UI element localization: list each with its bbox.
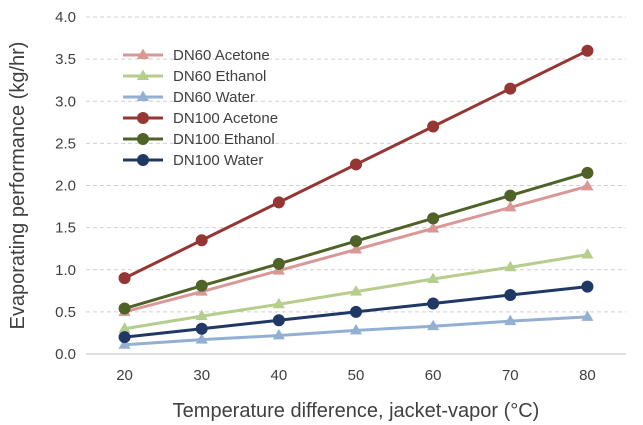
legend-item: DN100 Ethanol (123, 131, 275, 148)
triangle-marker (118, 322, 131, 333)
circle-marker (137, 133, 149, 145)
triangle-marker (136, 69, 150, 80)
circle-marker (350, 235, 362, 248)
x-tick-label: 40 (271, 367, 288, 384)
triangle-marker (581, 310, 594, 321)
y-tick-label: 2.0 (55, 178, 76, 195)
y-tick-label: 3.5 (55, 51, 76, 68)
x-tick-labels: 20 30 40 50 60 70 80 (116, 367, 596, 384)
series-dn100-acetone (118, 44, 594, 285)
x-tick-label: 20 (116, 367, 133, 384)
x-tick-label: 70 (502, 367, 519, 384)
y-tick-label: 3.0 (55, 93, 76, 110)
legend-label: DN100 Acetone (173, 110, 278, 127)
y-axis-title: Evaporating performance (kg/hr) (7, 42, 29, 330)
triangle-marker (136, 90, 150, 101)
circle-marker (195, 279, 208, 292)
y-tick-label: 1.5 (55, 220, 76, 237)
y-tick-label: 4.0 (55, 9, 76, 26)
triangle-marker (427, 319, 440, 331)
triangle-marker (349, 243, 363, 254)
circle-marker (581, 166, 594, 179)
triangle-marker (504, 200, 517, 212)
y-tick-label: 0.0 (55, 346, 76, 363)
legend-item: DN100 Acetone (123, 110, 278, 127)
circle-marker (195, 234, 208, 247)
circle-marker (118, 272, 131, 285)
circle-marker (427, 120, 440, 133)
legend-label: DN100 Ethanol (173, 131, 275, 148)
legend-item: DN60 Ethanol (123, 68, 266, 85)
triangle-marker (581, 179, 594, 191)
x-tick-label: 50 (348, 367, 365, 384)
series-dn60-water (118, 310, 594, 349)
triangle-marker (272, 328, 285, 340)
circle-marker (137, 112, 149, 124)
legend-label: DN60 Ethanol (173, 68, 266, 85)
triangle-marker (272, 297, 285, 309)
series-dn60-ethanol (118, 248, 594, 333)
triangle-marker (504, 314, 517, 326)
triangle-marker (349, 285, 363, 296)
circle-marker (272, 257, 285, 270)
x-axis-title: Temperature difference, jacket-vapor (°C… (173, 400, 540, 422)
circle-marker (118, 302, 131, 315)
circle-marker (195, 322, 208, 335)
y-tick-label: 0.5 (55, 304, 76, 321)
series-dn100-ethanol (118, 166, 594, 315)
triangle-marker (195, 333, 208, 344)
triangle-marker (581, 248, 594, 259)
y-tick-labels: 0.0 0.5 1.0 1.5 2.0 2.5 3.0 3.5 4.0 (55, 9, 76, 363)
triangle-marker (118, 338, 131, 349)
legend: DN60 Acetone DN60 Ethanol DN60 Water DN100 … (123, 47, 278, 169)
grid-lines (86, 16, 626, 313)
series-dn100-water (118, 280, 594, 344)
triangle-marker (349, 323, 363, 335)
circle-marker (427, 212, 440, 225)
triangle-marker (427, 272, 440, 283)
triangle-marker (504, 260, 517, 272)
y-tick-label: 2.5 (55, 135, 76, 152)
legend-item: DN60 Acetone (123, 47, 270, 64)
x-tick-label: 30 (193, 367, 210, 384)
series-layer (118, 44, 594, 349)
x-tick-label: 60 (425, 367, 442, 384)
circle-marker (581, 44, 594, 57)
legend-label: DN100 Water (173, 152, 263, 169)
circle-marker (504, 189, 517, 202)
circle-marker (581, 280, 594, 293)
triangle-marker (136, 48, 150, 59)
triangle-marker (195, 309, 208, 321)
y-tick-label: 1.0 (55, 262, 76, 279)
circle-marker (137, 154, 149, 166)
circle-marker (504, 82, 517, 95)
circle-marker (350, 158, 362, 171)
circle-marker (504, 289, 517, 302)
x-tick-label: 80 (579, 367, 596, 384)
circle-marker (118, 331, 131, 344)
legend-label: DN60 Acetone (173, 47, 270, 64)
circle-marker (350, 305, 362, 318)
circle-marker (427, 297, 440, 310)
circle-marker (272, 196, 285, 209)
legend-item: DN60 Water (123, 89, 255, 106)
legend-item: DN100 Water (123, 152, 263, 169)
circle-marker (272, 314, 285, 327)
legend-label: DN60 Water (173, 89, 255, 106)
triangle-marker (427, 221, 440, 233)
